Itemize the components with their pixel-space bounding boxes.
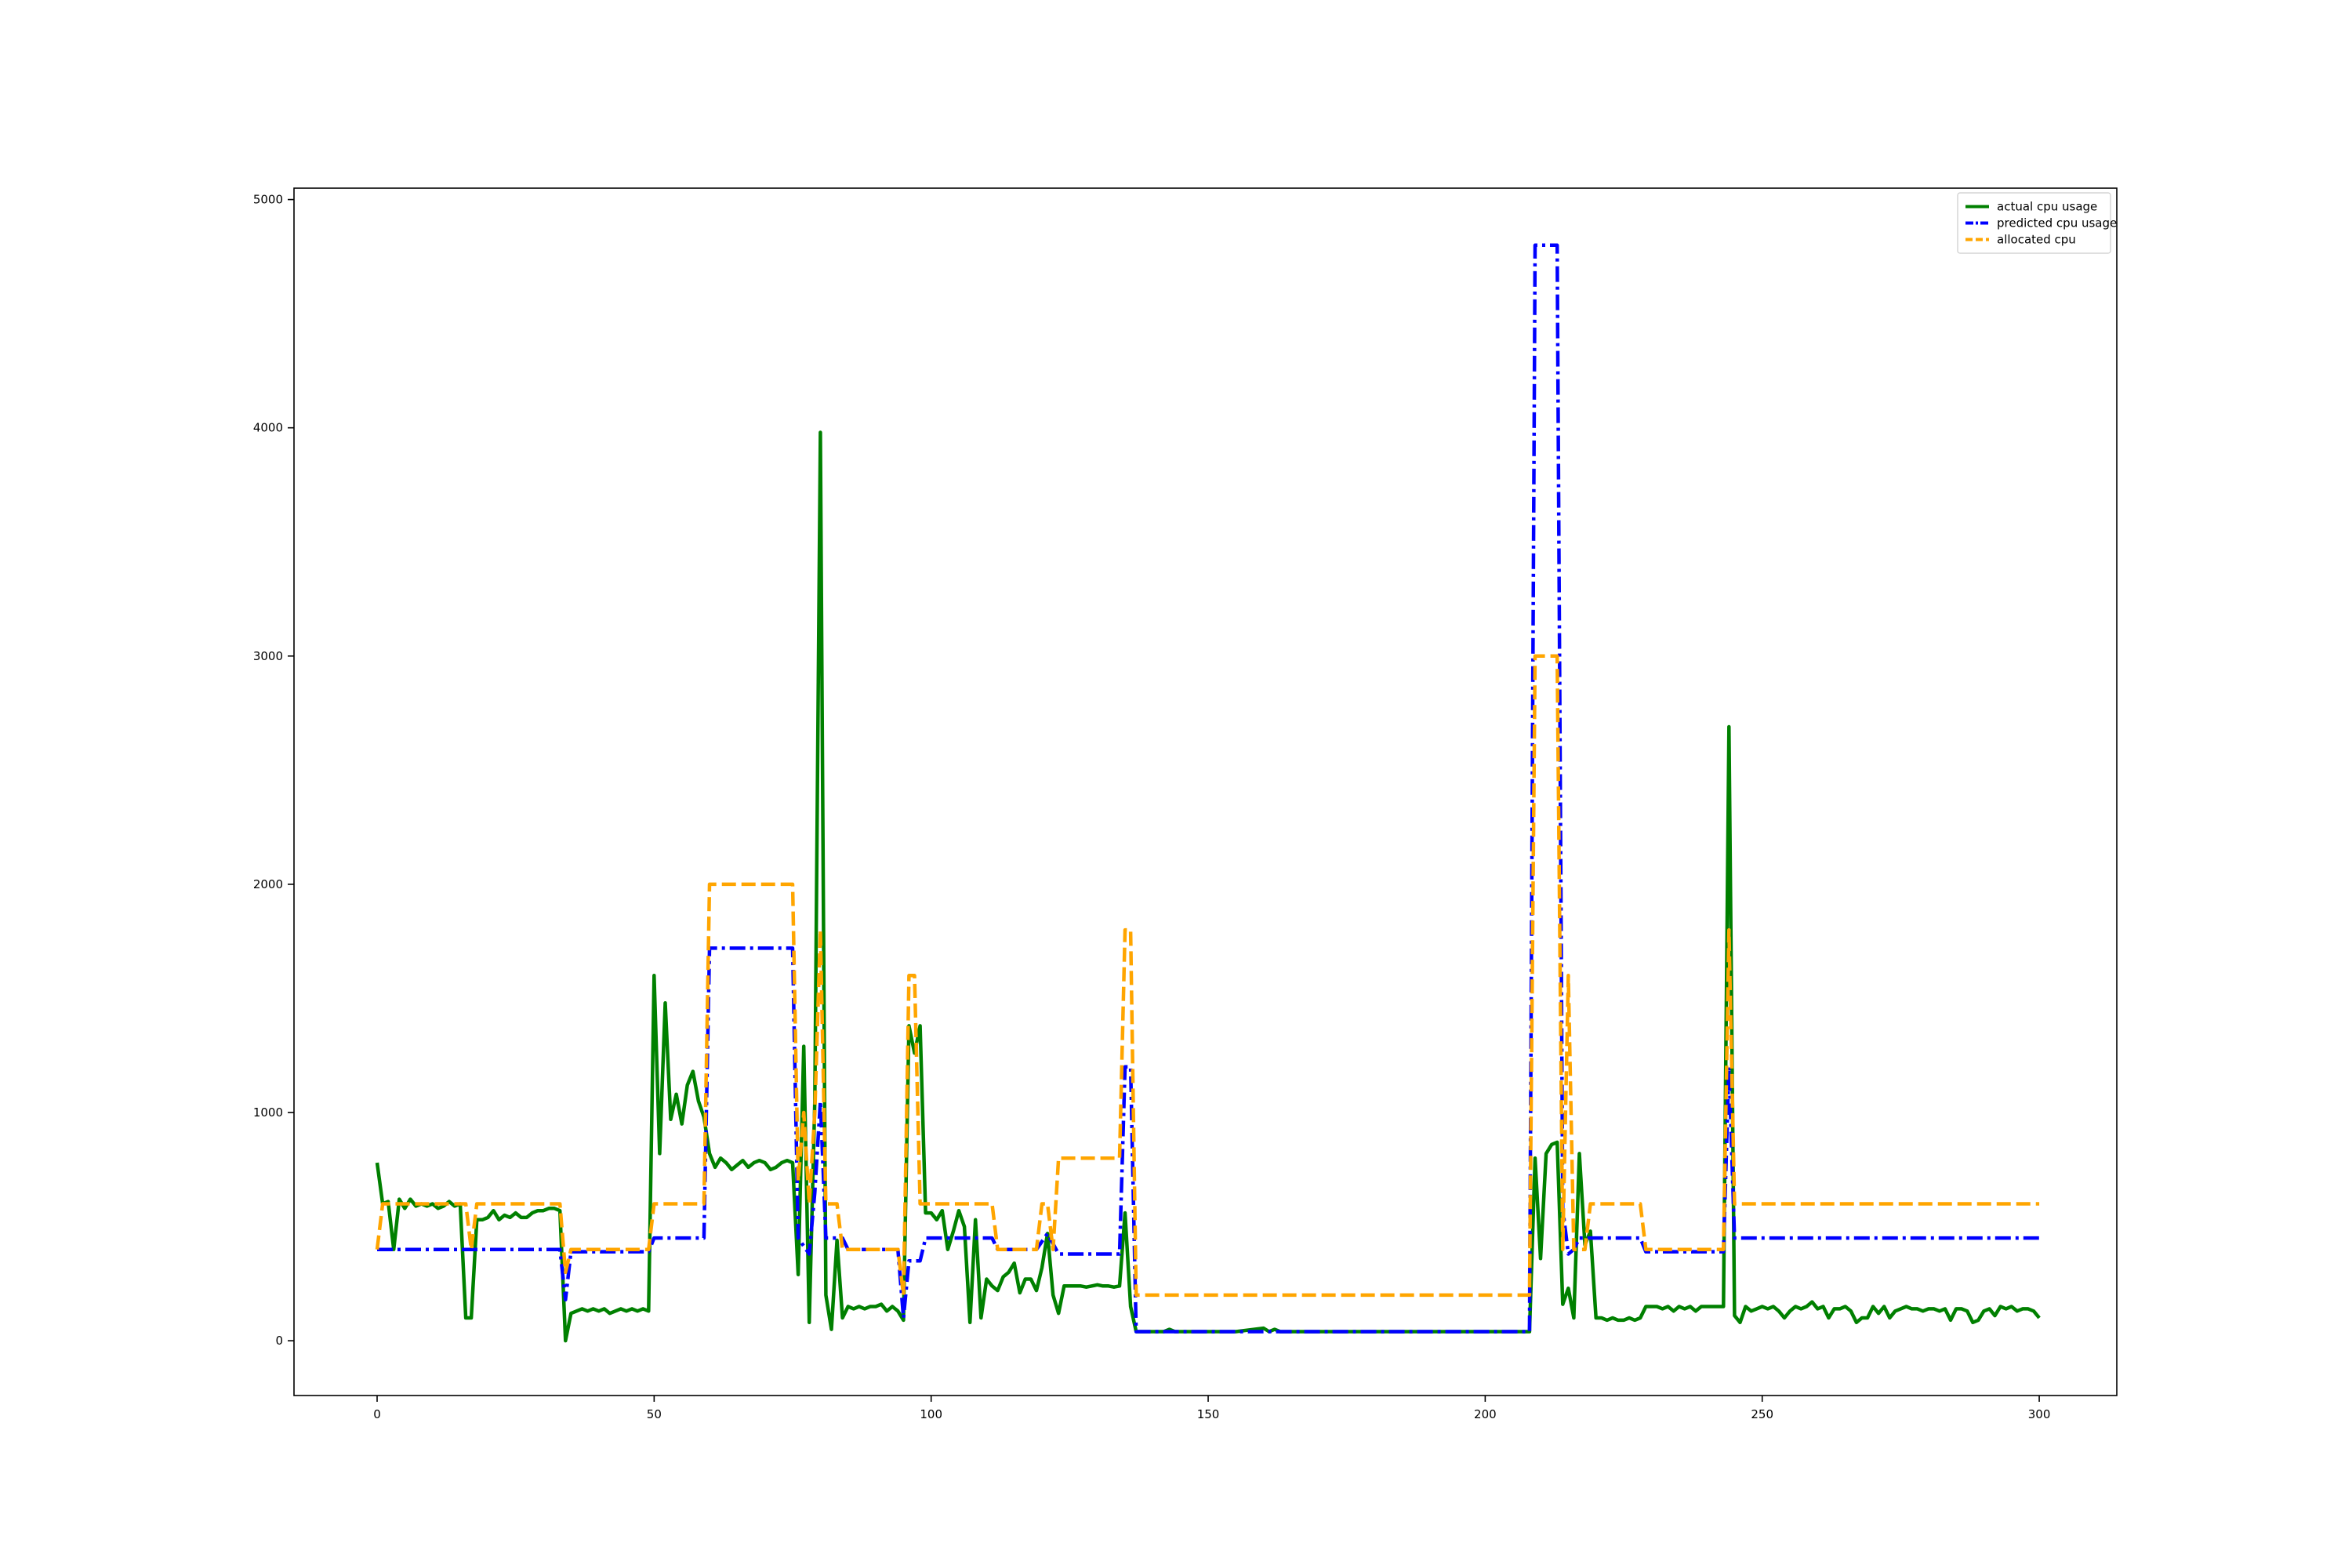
x-tick-label: 250 — [1751, 1407, 1773, 1421]
legend-label: actual cpu usage — [1997, 200, 2097, 214]
y-axis: 0 1000 2000 3000 4000 5000 — [253, 193, 294, 1348]
y-tick-label: 4000 — [253, 421, 283, 435]
x-tick-label: 150 — [1197, 1407, 1220, 1421]
legend-label: predicted cpu usage — [1997, 216, 2117, 230]
series-line-3 — [375, 654, 2040, 1298]
x-tick-label: 300 — [2028, 1407, 2051, 1421]
y-tick-label: 0 — [275, 1334, 283, 1348]
y-tick-label: 1000 — [253, 1105, 283, 1120]
y-tick-label: 3000 — [253, 649, 283, 663]
x-tick-label: 50 — [647, 1407, 662, 1421]
series-line-1 — [375, 430, 2041, 1343]
x-axis: 0 50 100 150 200 250 300 — [373, 1396, 2050, 1421]
y-tick-label: 2000 — [253, 877, 283, 891]
y-tick-label: 5000 — [253, 193, 283, 207]
legend-box — [1957, 192, 2111, 254]
x-tick-label: 0 — [373, 1407, 381, 1421]
legend: actual cpu usage predicted cpu usage alloc… — [1957, 192, 2117, 254]
series-layer — [375, 243, 2041, 1343]
x-tick-label: 200 — [1474, 1407, 1497, 1421]
plot-frame — [293, 187, 2118, 1396]
legend-label: allocated cpu — [1997, 233, 2076, 247]
x-tick-label: 100 — [920, 1407, 942, 1421]
